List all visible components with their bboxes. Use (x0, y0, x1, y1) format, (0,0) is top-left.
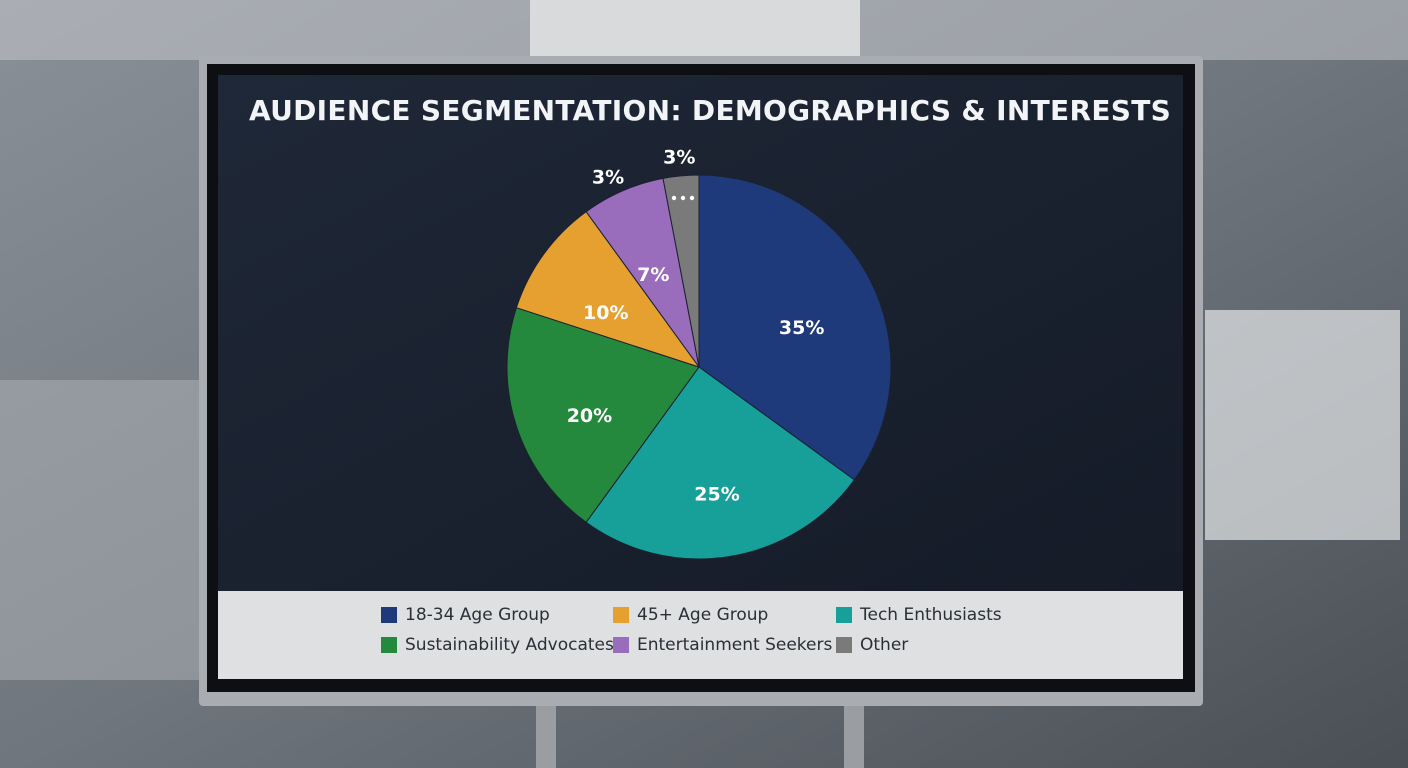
pie-slice (698, 174, 892, 481)
stand-left (536, 700, 556, 768)
stand-right (844, 700, 864, 768)
pie: 35% 25% 20% 10% 7% 3% (506, 146, 892, 560)
legend-swatch (613, 637, 629, 653)
legend-swatch (613, 607, 629, 623)
whiteboard (1205, 310, 1400, 540)
legend-swatch (381, 637, 397, 653)
legend-label: Tech Enthusiasts (859, 605, 1002, 625)
glass-wall (0, 380, 200, 680)
slice-label: 3% (663, 146, 695, 168)
legend-label: Other (860, 635, 908, 655)
slice-label: 35% (779, 317, 824, 339)
legend: 18-34 Age Group Tech Enthusiasts Sustainab… (381, 605, 1002, 655)
pie-slice (662, 174, 700, 368)
slice-label: 7% (637, 264, 669, 286)
legend-label: Sustainability Advocates (405, 635, 614, 655)
slice-label: 20% (567, 405, 612, 427)
slice-label: 10% (583, 302, 628, 324)
legend-label: 45+ Age Group (637, 605, 768, 625)
pie-slice (585, 366, 856, 560)
chart-title: AUDIENCE SEGMENTATION: DEMOGRAPHICS & IN… (249, 94, 1171, 127)
annotation: 3% (592, 167, 624, 189)
legend-label: 18-34 Age Group (405, 605, 550, 625)
slice-label: 25% (694, 483, 739, 505)
pie-slice (506, 307, 700, 524)
legend-label: Entertainment Seekers (637, 635, 832, 655)
legend-swatch (836, 637, 852, 653)
other-icon (671, 195, 695, 201)
legend-band (218, 591, 1183, 679)
pillar (530, 0, 860, 60)
pie-slice (515, 210, 701, 368)
legend-swatch (836, 607, 852, 623)
legend-swatch (381, 607, 397, 623)
